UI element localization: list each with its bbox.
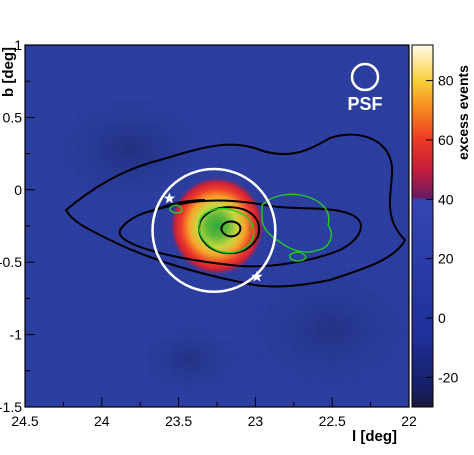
colorbar-frame [411,44,434,408]
colorbar-tick-label: 60 [438,132,454,148]
star-marker [251,270,263,282]
colorbar-title: excess events [455,65,471,160]
y-tick-label: -0.5 [0,254,22,270]
y-axis-title: b [deg] [0,47,17,97]
contour-arm [149,199,206,213]
contour-peak [220,220,242,238]
contour-green-core [198,207,255,254]
x-tick-label: 23 [248,413,264,429]
colorbar-tick-label: 20 [438,251,454,267]
y-tick-label: -1.5 [0,399,22,415]
colorbar-tick-label: 0 [438,310,446,326]
colorbar-tick-label: -20 [438,369,458,385]
psf-label: PSF [347,94,382,114]
x-tick-label: 24 [94,413,110,429]
excess-hotspot [169,176,265,276]
contour-outer [64,133,407,288]
star-marker [163,192,176,204]
x-axis-title: l [deg] [352,428,397,445]
stars [163,192,263,282]
colorbar-tick-label: 80 [438,73,454,89]
x-tick-label: 23.5 [165,413,192,429]
colorbar-tick-label: 40 [438,191,454,207]
x-tick-label: 24.5 [11,413,38,429]
psf-circle [350,62,380,92]
y-tick-label: 1 [14,37,22,53]
y-tick-label: -1 [10,327,23,343]
colorbar-axis: 80 60 40 20 0 -20 [426,73,458,385]
heatmap-dim-region [230,260,409,400]
heatmap-dim-region [40,90,220,210]
x-axis: 24.5 24 23.5 23 22.5 22 [11,397,417,429]
heatmap-dim-region [130,320,250,400]
x-tick-label: 22 [401,413,417,429]
extraction-region-circle [151,167,277,293]
contour-inner [198,206,260,255]
contour-green-small [169,204,183,214]
x-tick-label: 22.5 [319,413,346,429]
y-tick-label: 0.5 [3,109,23,125]
y-axis: 1 0.5 0 -0.5 -1 -1.5 [0,37,35,415]
y-tick-label: 0 [14,182,22,198]
colorbar [412,45,433,407]
contour-green-small [289,251,307,262]
